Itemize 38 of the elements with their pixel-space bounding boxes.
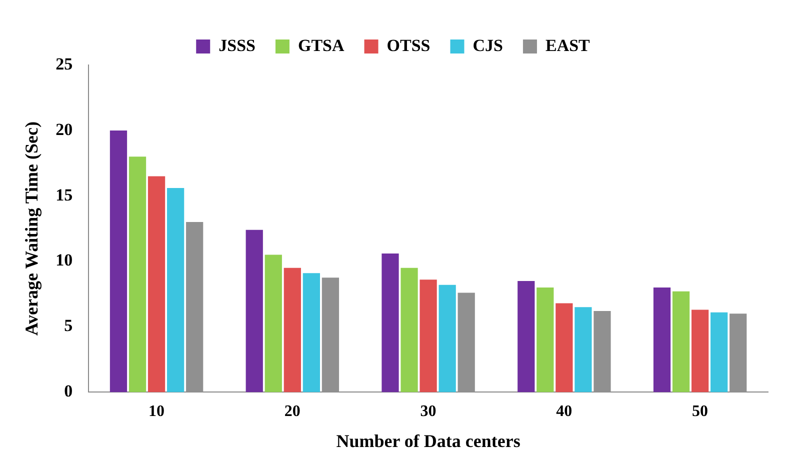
bar <box>653 287 671 392</box>
bar <box>692 310 709 392</box>
x-tick-label: 30 <box>420 402 436 420</box>
bar <box>556 303 573 392</box>
x-tick-label: 20 <box>284 402 300 420</box>
bar <box>264 254 282 392</box>
bar <box>110 130 128 392</box>
bar <box>420 280 437 392</box>
x-tick-label: 50 <box>692 402 708 420</box>
y-tick-label: 0 <box>64 382 73 401</box>
legend-label: EAST <box>545 36 591 55</box>
bar <box>246 230 263 392</box>
bar <box>148 176 166 392</box>
x-axis-title: Number of Data centers <box>336 430 520 451</box>
legend-label: JSSS <box>218 36 256 55</box>
legend-label: OTSS <box>386 36 430 55</box>
bar <box>518 280 535 392</box>
x-tick-label: 10 <box>148 402 165 420</box>
bar <box>302 273 320 392</box>
legend-label: GTSA <box>298 36 345 55</box>
bar <box>284 268 301 392</box>
bar <box>128 156 146 392</box>
y-tick-label: 10 <box>56 250 73 270</box>
bar <box>574 307 592 392</box>
bar <box>672 291 690 392</box>
bar <box>710 312 728 392</box>
y-tick-label: 15 <box>56 185 73 204</box>
bar <box>536 287 554 392</box>
bar <box>400 268 418 392</box>
bar <box>382 253 399 392</box>
bar <box>438 284 456 392</box>
y-tick-label: 25 <box>56 54 73 74</box>
bar <box>167 188 184 392</box>
y-tick-label: 5 <box>64 316 73 336</box>
legend-label: CJS <box>472 36 503 55</box>
y-tick-label: 20 <box>56 120 73 139</box>
y-axis-title: Average Waiting Time (Sec) <box>21 122 42 336</box>
x-tick-label: 40 <box>556 402 572 420</box>
